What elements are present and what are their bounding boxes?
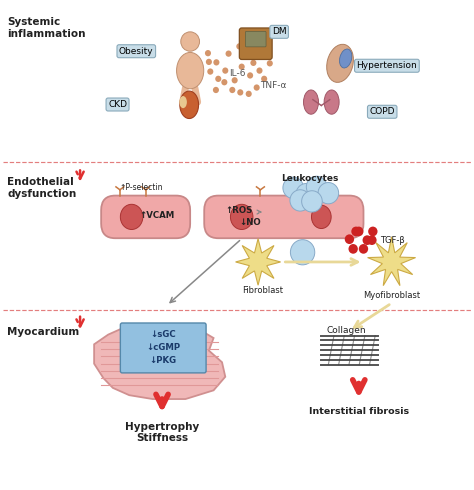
Text: ↓PKG: ↓PKG [150,356,177,365]
Circle shape [290,190,310,211]
Circle shape [213,87,219,93]
Circle shape [247,73,253,78]
Circle shape [238,64,245,70]
Circle shape [237,89,243,96]
Circle shape [250,60,256,66]
Circle shape [296,183,317,205]
Text: Hypertrophy
Stiffness: Hypertrophy Stiffness [125,422,199,443]
Circle shape [354,226,364,236]
Text: ↓NO: ↓NO [239,218,260,227]
Circle shape [348,244,358,254]
Text: IL-6: IL-6 [229,70,245,78]
Circle shape [246,91,252,97]
Polygon shape [180,91,199,119]
Circle shape [206,59,212,65]
Circle shape [237,43,242,49]
Circle shape [215,75,221,82]
Polygon shape [236,239,281,285]
FancyBboxPatch shape [239,28,272,59]
Circle shape [261,75,267,82]
Circle shape [306,176,327,197]
Ellipse shape [324,90,339,114]
Text: Systemic
inflammation: Systemic inflammation [8,17,86,39]
Circle shape [345,234,354,244]
Text: Interstitial fibrosis: Interstitial fibrosis [309,407,409,416]
Ellipse shape [179,96,187,108]
Ellipse shape [230,204,253,229]
Ellipse shape [303,90,319,114]
Circle shape [318,182,338,204]
Ellipse shape [177,52,204,89]
Circle shape [229,87,236,93]
FancyBboxPatch shape [204,196,364,238]
Text: DM: DM [272,27,286,36]
Text: Collagen: Collagen [327,326,366,335]
Circle shape [351,226,361,236]
Circle shape [359,244,368,254]
Text: Myofibroblast: Myofibroblast [363,292,420,300]
Text: ↓sGC: ↓sGC [150,330,176,339]
Text: CKD: CKD [108,100,127,109]
Circle shape [221,79,228,85]
Circle shape [368,226,377,236]
Circle shape [363,235,372,245]
Circle shape [222,68,228,74]
Circle shape [291,240,315,265]
Polygon shape [368,237,416,286]
Ellipse shape [311,205,331,228]
FancyBboxPatch shape [101,196,190,238]
Ellipse shape [339,49,352,68]
Ellipse shape [120,204,143,229]
Circle shape [226,50,232,57]
Ellipse shape [327,44,354,82]
Circle shape [367,235,377,245]
Circle shape [254,84,260,91]
FancyBboxPatch shape [120,323,206,373]
Text: Endothelial
dysfunction: Endothelial dysfunction [8,177,77,199]
Circle shape [181,32,200,51]
Text: ↑VCAM: ↑VCAM [140,211,175,220]
Circle shape [243,51,249,58]
Text: Myocardium: Myocardium [8,327,80,337]
Text: TNF-α: TNF-α [260,81,287,90]
Circle shape [301,191,322,212]
Circle shape [207,69,213,74]
Circle shape [232,77,237,83]
Text: Hypertension: Hypertension [356,61,417,70]
Text: COPD: COPD [369,107,395,116]
Text: Fibroblast: Fibroblast [242,286,283,294]
Text: ↑ROS: ↑ROS [226,206,253,215]
Text: ↑P-selectin: ↑P-selectin [119,183,163,193]
Polygon shape [94,327,225,399]
Text: TGF-β: TGF-β [380,236,405,245]
Circle shape [213,59,219,66]
Circle shape [283,177,303,198]
Circle shape [205,50,211,56]
Text: Obesity: Obesity [119,47,154,56]
Circle shape [267,60,273,67]
FancyBboxPatch shape [246,31,266,47]
Text: ↓cGMP: ↓cGMP [146,343,180,352]
Text: Leukocytes: Leukocytes [281,173,338,183]
Circle shape [256,68,263,74]
